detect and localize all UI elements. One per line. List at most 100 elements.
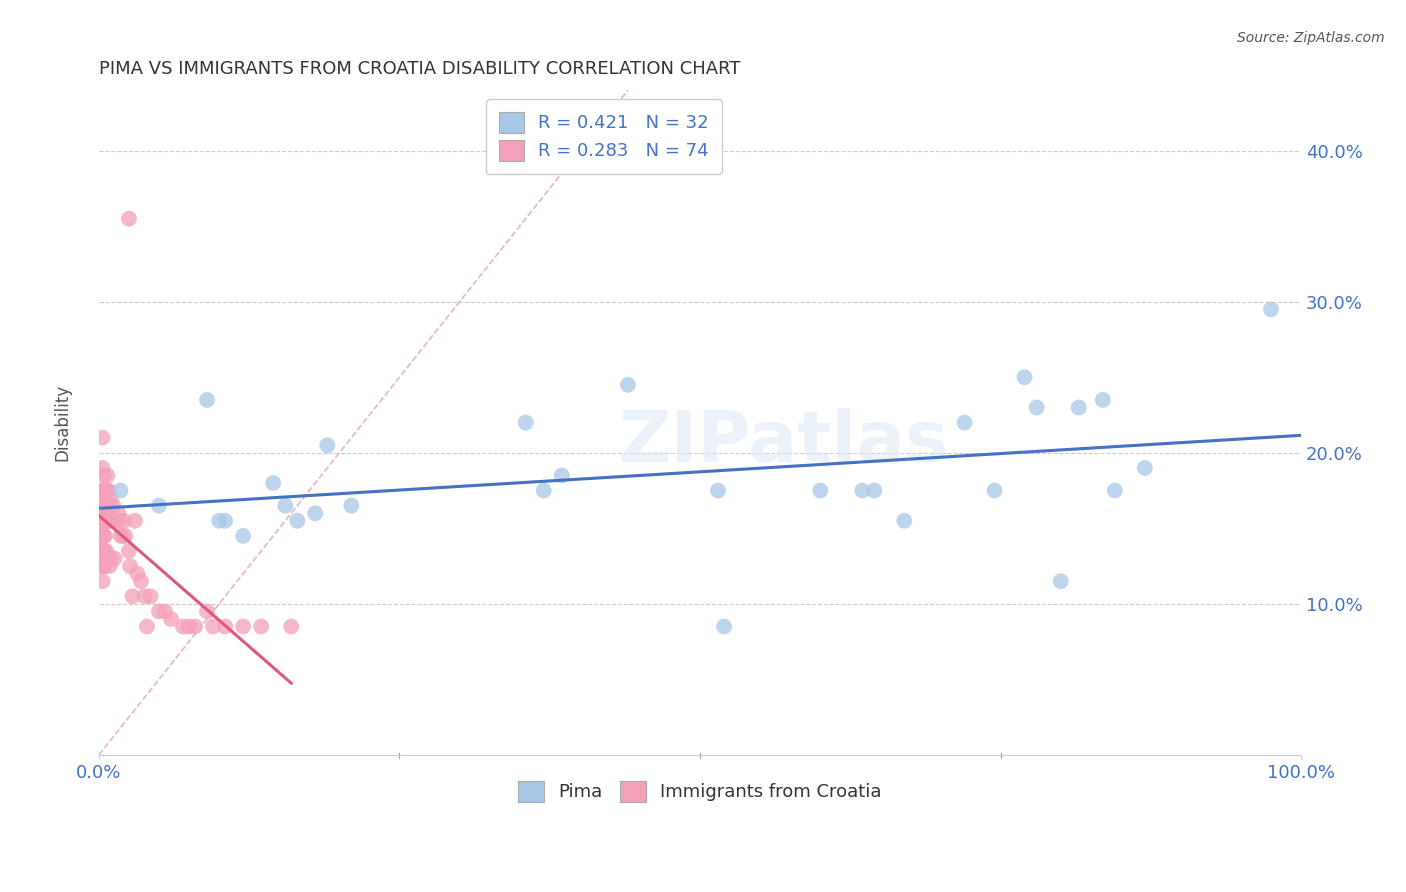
Point	[316, 438, 339, 452]
Point	[808, 483, 831, 498]
Point	[94, 544, 117, 558]
Point	[96, 499, 118, 513]
Point	[114, 529, 136, 543]
Point	[136, 619, 159, 633]
Point	[97, 514, 120, 528]
Point	[94, 514, 117, 528]
Point	[1025, 401, 1047, 415]
Point	[96, 468, 118, 483]
Text: Disability: Disability	[53, 384, 72, 461]
Point	[893, 514, 915, 528]
Point	[713, 619, 735, 633]
Point	[91, 574, 114, 589]
Point	[93, 559, 115, 574]
Point	[1091, 392, 1114, 407]
Point	[91, 499, 114, 513]
Point	[202, 619, 225, 633]
Point	[208, 514, 231, 528]
Point	[120, 559, 142, 574]
Point	[153, 604, 176, 618]
Point	[96, 483, 118, 498]
Point	[100, 551, 122, 566]
Point	[94, 483, 117, 498]
Point	[124, 514, 146, 528]
Point	[91, 514, 114, 528]
Point	[129, 574, 152, 589]
Point	[134, 589, 156, 603]
Point	[93, 529, 115, 543]
Point	[863, 483, 886, 498]
Point	[110, 483, 132, 498]
Point	[94, 499, 117, 513]
Point	[195, 392, 218, 407]
Point	[533, 483, 555, 498]
Point	[118, 211, 141, 226]
Point	[232, 529, 254, 543]
Point	[184, 619, 207, 633]
Point	[94, 514, 117, 528]
Point	[91, 529, 114, 543]
Point	[101, 514, 124, 528]
Text: Source: ZipAtlas.com: Source: ZipAtlas.com	[1237, 31, 1385, 45]
Point	[148, 499, 170, 513]
Point	[107, 506, 129, 520]
Point	[707, 483, 730, 498]
Point	[98, 559, 121, 574]
Point	[127, 566, 149, 581]
Point	[90, 521, 112, 535]
Point	[1133, 461, 1156, 475]
Point	[94, 529, 117, 543]
Point	[91, 544, 114, 558]
Point	[91, 559, 114, 574]
Point	[280, 619, 302, 633]
Point	[195, 604, 218, 618]
Point	[250, 619, 273, 633]
Point	[90, 514, 112, 528]
Point	[103, 499, 125, 513]
Point	[1104, 483, 1126, 498]
Point	[96, 551, 118, 566]
Point	[515, 416, 537, 430]
Point	[1067, 401, 1090, 415]
Point	[617, 377, 640, 392]
Point	[148, 604, 170, 618]
Point	[1014, 370, 1036, 384]
Point	[1049, 574, 1071, 589]
Point	[100, 491, 122, 505]
Point	[121, 589, 143, 603]
Point	[214, 619, 236, 633]
Point	[1260, 302, 1282, 317]
Point	[94, 499, 117, 513]
Point	[91, 431, 114, 445]
Point	[91, 461, 114, 475]
Point	[97, 483, 120, 498]
Point	[232, 619, 254, 633]
Point	[139, 589, 162, 603]
Point	[94, 483, 117, 498]
Text: PIMA VS IMMIGRANTS FROM CROATIA DISABILITY CORRELATION CHART: PIMA VS IMMIGRANTS FROM CROATIA DISABILI…	[98, 60, 741, 78]
Point	[160, 612, 183, 626]
Point	[93, 544, 115, 558]
Point	[94, 544, 117, 558]
Point	[304, 506, 326, 520]
Point	[983, 483, 1005, 498]
Point	[111, 529, 134, 543]
Point	[340, 499, 363, 513]
Point	[110, 529, 132, 543]
Point	[94, 559, 117, 574]
Text: ZIPatlas: ZIPatlas	[619, 408, 949, 477]
Point	[100, 514, 122, 528]
Point	[93, 514, 115, 528]
Point	[108, 514, 131, 528]
Point	[93, 499, 115, 513]
Point	[551, 468, 574, 483]
Point	[953, 416, 976, 430]
Point	[105, 514, 128, 528]
Point	[90, 529, 112, 543]
Point	[262, 475, 284, 490]
Point	[214, 514, 236, 528]
Point	[285, 514, 308, 528]
Point	[93, 468, 115, 483]
Legend: Pima, Immigrants from Croatia: Pima, Immigrants from Croatia	[508, 770, 893, 813]
Point	[90, 544, 112, 558]
